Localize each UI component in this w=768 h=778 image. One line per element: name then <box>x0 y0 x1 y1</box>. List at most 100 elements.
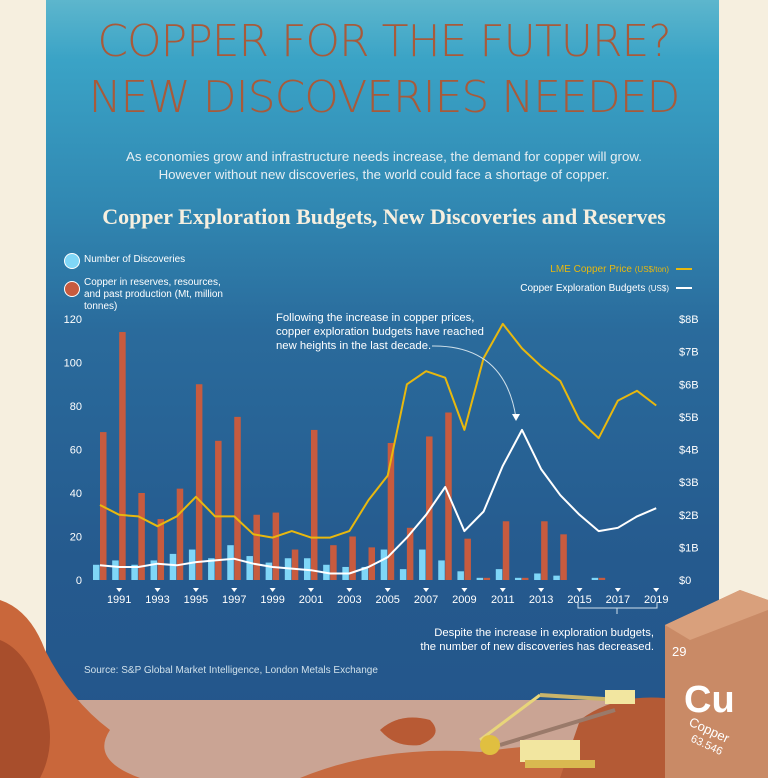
x-tick-marker <box>384 588 391 592</box>
discoveries-bar <box>169 553 177 580</box>
x-tick-marker <box>653 588 660 592</box>
right-tick-label: $3B <box>679 477 699 489</box>
reserves-bar <box>521 577 529 580</box>
annotation-top: Following the increase in copper prices,… <box>276 312 484 352</box>
x-tick-marker <box>461 588 468 592</box>
right-tick-label: $5B <box>679 412 699 424</box>
x-tick-label: 1993 <box>145 594 169 606</box>
lines <box>99 322 657 575</box>
legend-budgets: Copper Exploration Budgets (US$) <box>520 283 692 294</box>
x-tick-label: 1999 <box>260 594 284 606</box>
x-tick-marker <box>538 588 545 592</box>
element-symbol: Cu <box>684 679 735 721</box>
source-note: Source: S&P Global Market Intelligence, … <box>84 665 378 676</box>
reserves-bar <box>195 384 203 580</box>
title-line-2: NEW DISCOVERIES NEEDED <box>88 72 681 123</box>
discoveries-bar <box>112 560 119 580</box>
left-axis: 0 20 40 60 80 100 120 <box>64 314 82 587</box>
discoveries-bar <box>246 556 253 580</box>
reserves-bar <box>541 521 548 580</box>
legend-budgets-unit: (US$) <box>648 284 669 293</box>
right-tick-label: $8B <box>679 314 699 326</box>
x-tick-marker <box>614 588 621 592</box>
x-tick-label: 2019 <box>644 594 668 606</box>
x-tick-label: 2017 <box>606 594 630 606</box>
discoveries-bar <box>361 566 369 580</box>
excavator-illustration <box>479 690 635 768</box>
discoveries-bar <box>208 558 215 580</box>
legend-discoveries: Number of Discoveries <box>84 254 186 265</box>
legend-discoveries-swatch <box>64 253 80 269</box>
left-tick-label: 0 <box>76 575 82 587</box>
x-tick-marker <box>154 588 161 592</box>
discoveries-bar <box>399 569 407 580</box>
legend-price-swatch <box>676 268 692 271</box>
x-tick-marker <box>192 588 199 592</box>
reserves-bar <box>215 440 222 580</box>
reserves-bar <box>598 577 606 580</box>
reserves-bar <box>119 332 126 580</box>
reserves-bar <box>387 442 395 580</box>
reserves-bar <box>291 549 299 580</box>
reserves-bar <box>349 536 356 580</box>
bars <box>93 332 606 580</box>
x-tick-label: 1991 <box>107 594 131 606</box>
discoveries-bar <box>553 575 560 580</box>
reserves-bar <box>464 538 471 580</box>
right-tick-label: $1B <box>679 542 699 554</box>
discoveries-bar <box>93 564 100 580</box>
x-tick-marker <box>499 588 506 592</box>
right-tick-label: $7B <box>679 347 699 359</box>
discoveries-bar <box>457 571 464 580</box>
discoveries-bar <box>131 564 138 580</box>
price-line <box>99 322 657 539</box>
reserves-bar <box>483 577 491 580</box>
x-tick-label: 2015 <box>567 594 591 606</box>
right-tick-label: $6B <box>679 379 699 391</box>
reserves-bar <box>502 521 510 580</box>
infographic-panel <box>46 0 719 778</box>
reserves-bar <box>426 436 433 580</box>
discoveries-bar <box>227 545 234 580</box>
discoveries-bar <box>495 569 503 580</box>
left-tick-label: 40 <box>70 488 82 500</box>
right-tick-label: $4B <box>679 445 699 457</box>
budgets-line <box>99 428 657 575</box>
left-tick-label: 60 <box>70 445 82 457</box>
annotation-arrowhead <box>512 414 520 421</box>
annotation-bracket <box>577 602 658 614</box>
x-tick-label: 2013 <box>529 594 553 606</box>
discoveries-bar <box>419 549 426 580</box>
x-axis: 1991 1993 1995 1997 1999 2001 2003 2005 2007 2009… <box>107 588 668 606</box>
x-tick-label: 1997 <box>222 594 246 606</box>
element-number: 29 <box>672 644 686 659</box>
annotation-arrow <box>431 345 517 419</box>
discoveries-bar <box>476 577 484 580</box>
legend-price: LME Copper Price (US$/ton) <box>550 264 692 275</box>
reserves-bar <box>310 429 318 580</box>
x-tick-label: 1995 <box>184 594 208 606</box>
x-tick-label: 2009 <box>452 594 476 606</box>
annotation-bottom-line1: Despite the increase in exploration budg… <box>434 627 654 639</box>
legend-budgets-label: Copper Exploration Budgets <box>520 283 646 294</box>
x-tick-marker <box>346 588 353 592</box>
x-tick-label: 2003 <box>337 594 361 606</box>
right-axis: $0 $1B $2B $3B $4B $5B $6B $7B $8B <box>679 314 699 587</box>
discoveries-bar <box>265 562 273 580</box>
reserves-bar <box>138 493 145 580</box>
reserves-bar <box>560 534 567 580</box>
element-tile-copper: 29 Cu Copper 63.546 <box>665 590 768 778</box>
ground-illustration <box>0 600 720 778</box>
reserves-bar <box>330 545 337 580</box>
left-tick-label: 120 <box>64 314 82 326</box>
legend-price-unit: (US$/ton) <box>634 265 669 274</box>
x-tick-marker <box>576 588 583 592</box>
left-tick-label: 80 <box>70 401 82 413</box>
legend-price-label: LME Copper Price <box>550 264 632 275</box>
annotation-bottom: Despite the increase in exploration budg… <box>410 626 654 654</box>
x-tick-marker <box>423 588 430 592</box>
right-tick-label: $2B <box>679 510 699 522</box>
right-tick-label: $0 <box>679 575 691 587</box>
discoveries-bar <box>514 577 522 580</box>
x-tick-label: 2011 <box>491 594 515 606</box>
